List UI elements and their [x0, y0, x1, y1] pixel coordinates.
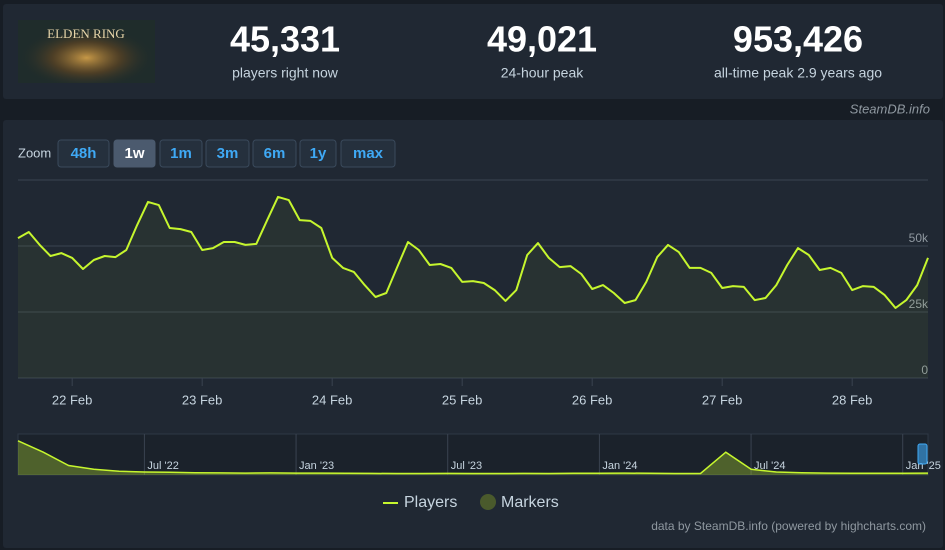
zoom-button-label[interactable]: 1y [310, 145, 327, 162]
zoom-button-label[interactable]: 6m [264, 145, 286, 162]
x-tick-label: 28 Feb [832, 392, 872, 407]
legend-label[interactable]: Players [404, 494, 457, 511]
header-panel [3, 4, 943, 99]
x-tick-label: 26 Feb [572, 392, 612, 407]
zoom-button[interactable] [159, 139, 203, 168]
navigator-label: Jul '24 [754, 460, 785, 472]
zoom-button-label[interactable]: 48h [71, 145, 97, 162]
zoom-button[interactable] [57, 139, 110, 168]
stat-label: all-time peak 2.9 years ago [714, 65, 882, 81]
stat-label: players right now [232, 65, 339, 81]
x-tick-label: 22 Feb [52, 392, 92, 407]
zoom-button[interactable] [299, 139, 337, 168]
zoom-button-label[interactable]: max [353, 145, 384, 162]
y-tick-label: 50k [909, 231, 929, 245]
navigator-area [18, 440, 928, 475]
stat-label: 24-hour peak [501, 65, 585, 81]
x-tick-label: 27 Feb [702, 392, 742, 407]
logo-glow [18, 20, 155, 83]
zoom-button[interactable] [252, 139, 297, 168]
navigator-label: Jul '22 [147, 460, 178, 472]
x-tick-label: 24 Feb [312, 392, 352, 407]
y-tick-label: 25k [909, 297, 929, 311]
navigator-label: Jul '23 [451, 460, 482, 472]
credit: data by SteamDB.info (powered by highcha… [651, 519, 926, 533]
zoom-button[interactable] [340, 139, 396, 168]
zoom-button-label[interactable]: 1m [170, 145, 192, 162]
zoom-label: Zoom [18, 145, 51, 160]
navigator-line [17, 440, 929, 475]
navigator-label: Jan '23 [299, 460, 334, 472]
stat-value: 49,021 [487, 19, 597, 60]
stat-value: 953,426 [733, 19, 863, 60]
zoom-button[interactable] [205, 139, 250, 168]
logo-text: ELDEN RING [47, 26, 125, 41]
x-tick-label: 25 Feb [442, 392, 482, 407]
legend-label[interactable]: Markers [501, 494, 559, 511]
navigator-label: Jan '24 [602, 460, 637, 472]
zoom-button[interactable] [113, 139, 156, 168]
stat-value: 45,331 [230, 19, 340, 60]
series-area [18, 196, 928, 378]
navigator-label: Jan '25 [906, 460, 941, 472]
navigator [17, 433, 929, 476]
zoom-button-label[interactable]: 1w [124, 145, 144, 162]
x-tick-label: 23 Feb [182, 392, 222, 407]
series-line [17, 195, 929, 309]
zoom-button-label[interactable]: 3m [217, 145, 239, 162]
legend-symbol [480, 494, 496, 510]
source: SteamDB.info [850, 101, 930, 116]
y-tick-label: 0 [921, 363, 928, 377]
navigator-handle[interactable] [917, 443, 928, 465]
